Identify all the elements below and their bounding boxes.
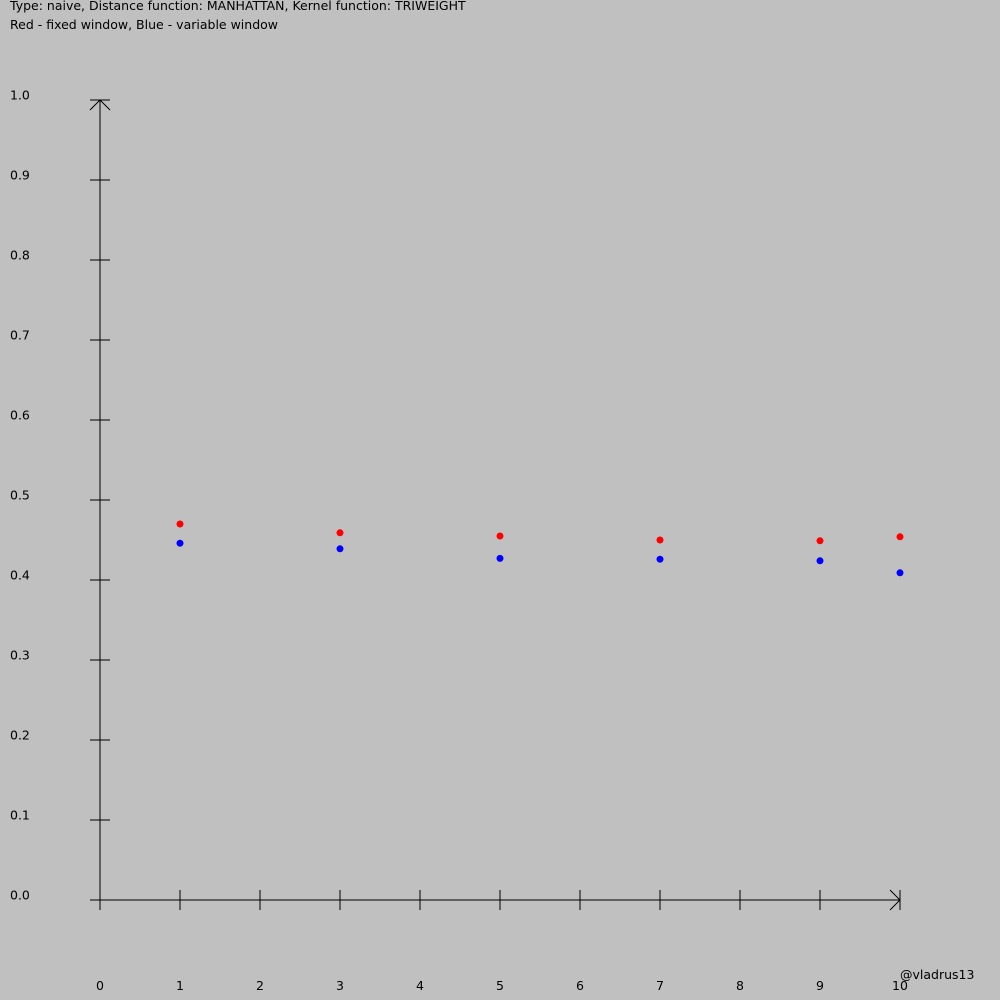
x-tick-label: 5	[496, 978, 504, 993]
y-tick-label: 0.4	[10, 568, 30, 583]
fixed-window-point	[896, 533, 904, 541]
x-tick-label: 9	[816, 978, 824, 993]
fixed-window-point	[816, 537, 824, 545]
chart-title: Type: naive, Distance function: MANHATTA…	[10, 0, 466, 13]
variable-window-point	[176, 539, 184, 547]
x-tick-label: 8	[736, 978, 744, 993]
fixed-window-point	[176, 520, 184, 528]
fixed-window-point	[496, 532, 504, 540]
data-points	[176, 520, 904, 577]
variable-window-point	[656, 555, 664, 563]
y-tick-label: 0.5	[10, 488, 30, 503]
y-tick-label: 0.0	[10, 888, 30, 903]
x-tick-label: 4	[416, 978, 424, 993]
tick-labels: 0.0 0.1 0.2 0.3 0.4 0.5 0.6 0.7 0.8 0.9 1.0 0 1 2 3 4 5 6…	[10, 88, 908, 994]
chart-legend-description: Red - fixed window, Blue - variable wind…	[10, 17, 279, 32]
variable-window-point	[816, 557, 824, 565]
y-tick-label: 0.3	[10, 648, 30, 663]
x-tick-label: 0	[96, 978, 104, 993]
x-tick-label: 6	[576, 978, 584, 993]
y-tick-label: 0.7	[10, 328, 30, 343]
y-tick-label: 0.6	[10, 408, 30, 423]
author-watermark: @vladrus13	[900, 967, 975, 982]
y-tick-label: 0.8	[10, 248, 30, 263]
fixed-window-point	[656, 536, 664, 544]
x-tick-label: 1	[176, 978, 184, 993]
x-tick-label: 7	[656, 978, 664, 993]
y-tick-label: 0.1	[10, 808, 30, 823]
variable-window-point	[896, 569, 904, 577]
y-tick-label: 0.2	[10, 728, 30, 743]
variable-window-point	[336, 545, 344, 553]
axes	[89, 99, 901, 911]
axis-ticks	[90, 99, 901, 910]
x-tick-label: 3	[336, 978, 344, 993]
x-tick-label: 10	[892, 978, 908, 993]
fixed-window-point	[336, 529, 344, 537]
y-tick-label: 0.9	[10, 168, 30, 183]
y-tick-label: 1.0	[10, 88, 30, 103]
x-tick-label: 2	[256, 978, 264, 993]
variable-window-point	[496, 554, 504, 562]
